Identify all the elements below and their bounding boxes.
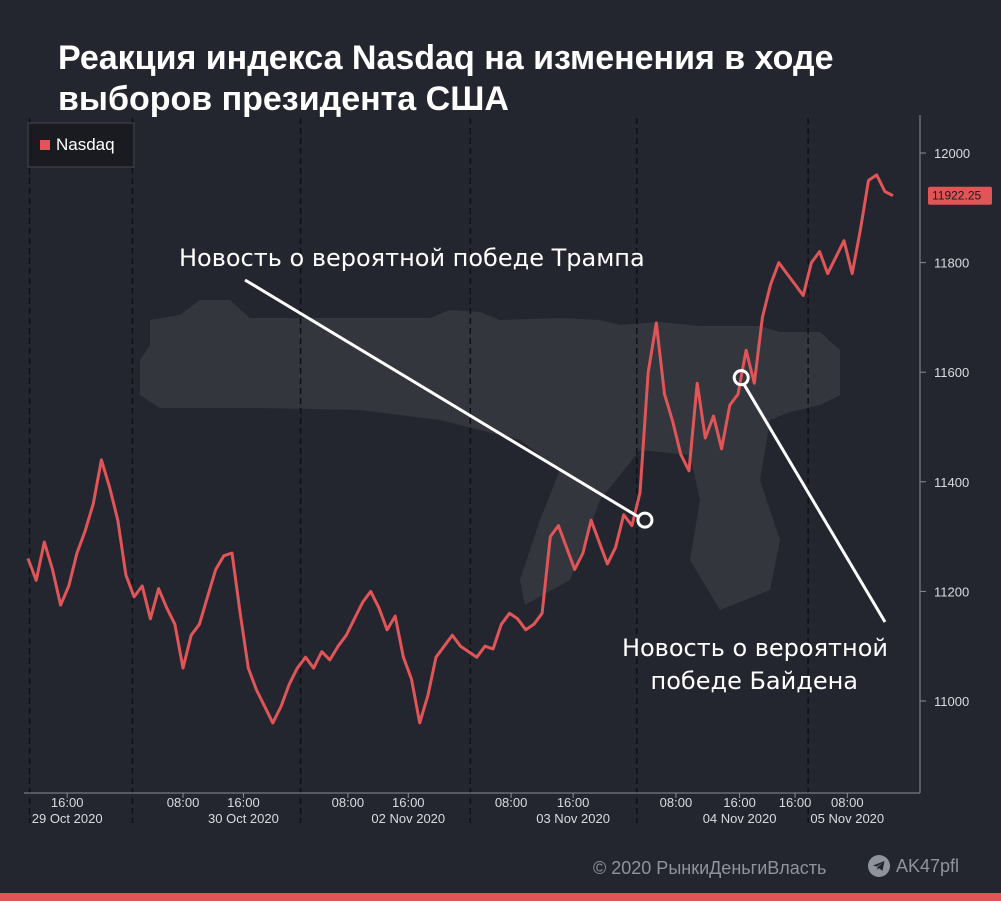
x-tick-date: 04 Nov 2020 [703,811,777,826]
x-tick-time: 08:00 [332,795,365,810]
telegram-handle-label: AK47pfl [896,855,960,876]
x-tick-date: 29 Oct 2020 [32,811,103,826]
y-axis-ticks: 11000 11200 11400 11600 11800 12000 [920,146,970,709]
x-tick-time: 08:00 [660,795,693,810]
annotation-text-trump: Новость о вероятной победе Трампа [179,244,645,272]
x-tick-time: 16:00 [51,795,84,810]
y-tick-label: 11800 [934,256,969,271]
x-tick-time: 16:00 [392,795,425,810]
x-tick-time: 16:00 [779,795,812,810]
x-tick-date: 30 Oct 2020 [208,811,279,826]
annotation-marker-trump [636,511,654,529]
x-tick-time: 08:00 [167,795,200,810]
svg-text:11922.25: 11922.25 [932,189,981,203]
day-dividers [28,118,809,823]
annotations: Новость о вероятной победе Трампа Новост… [179,244,888,695]
legend-label: Nasdaq [56,135,115,154]
x-tick-time: 16:00 [723,795,756,810]
footer-accent-bar [0,893,1001,901]
x-tick-date: 03 Nov 2020 [536,811,610,826]
y-tick-label: 11200 [934,584,969,599]
x-tick-time: 16:00 [227,795,260,810]
copyright-text: © 2020 РынкиДеньгиВласть [593,858,827,878]
x-tick-date: 02 Nov 2020 [371,811,445,826]
annotation-text-biden-line1: Новость о вероятной [622,634,888,662]
annotation-text-biden-line2: победе Байдена [651,667,858,695]
annotation-leader-biden [742,383,887,623]
y-tick-label: 11600 [934,365,969,380]
nasdaq-series-line [26,173,894,725]
annotation-marker-biden [732,369,750,387]
x-tick-time: 08:00 [495,795,528,810]
x-tick-time: 16:00 [557,795,590,810]
x-tick-time: 08:00 [831,795,864,810]
telegram-handle[interactable]: AK47pfl [868,855,959,877]
legend-swatch [40,140,50,150]
last-value-badge: 11922.25 [928,186,992,205]
x-tick-date: 05 Nov 2020 [810,811,884,826]
telegram-icon [868,855,890,877]
legend: Nasdaq [27,122,135,168]
watermark-logo [140,300,840,610]
y-tick-label: 12000 [934,146,970,161]
y-tick-label: 11400 [934,475,969,490]
y-tick-label: 11000 [934,694,969,709]
annotation-leader-trump [244,278,640,519]
chart-title: Реакция индекса Nasdaq на изменения в хо… [58,39,834,118]
